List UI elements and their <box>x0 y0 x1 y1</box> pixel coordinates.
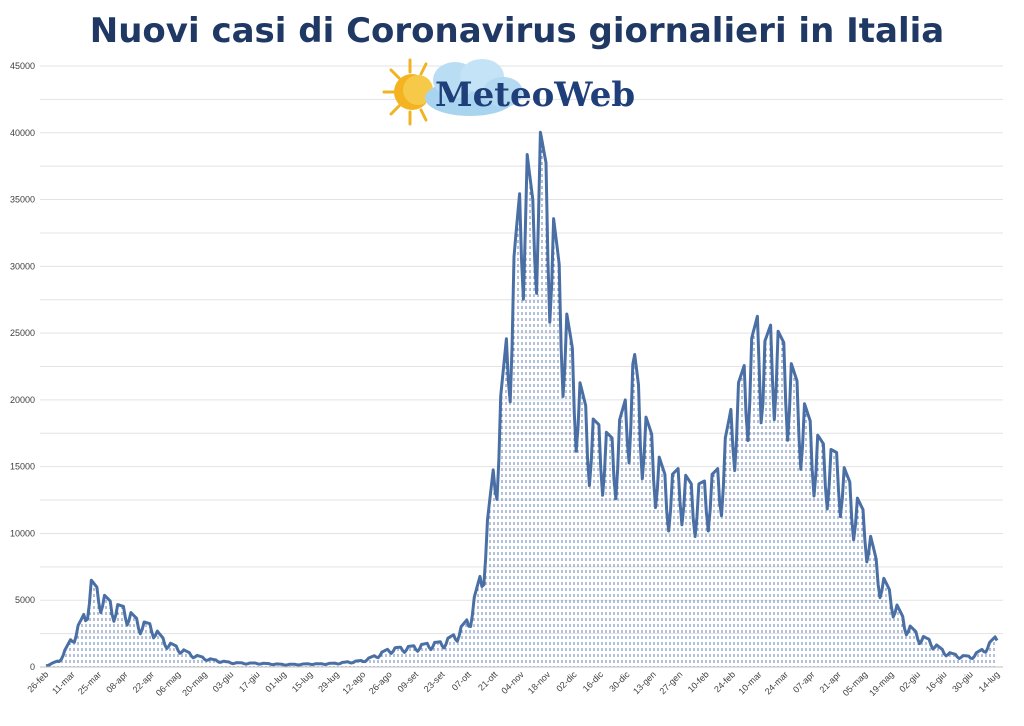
y-tick-label: 35000 <box>10 195 35 205</box>
y-tick-label: 30000 <box>10 261 35 271</box>
y-tick-label: 10000 <box>10 528 35 538</box>
area-fill <box>46 132 997 667</box>
series-line <box>45 130 999 668</box>
y-tick-label: 45000 <box>10 61 35 71</box>
cloud-icon <box>425 59 523 116</box>
y-tick-label: 20000 <box>10 395 35 405</box>
chart-title: Nuovi casi di Coronavirus giornalieri in… <box>90 11 944 51</box>
y-tick-label: 5000 <box>15 595 35 605</box>
y-axis: 0 5000 10000 15000 20000 25000 30000 35000 40000… <box>10 61 35 672</box>
logo-text: MeteoWeb <box>435 75 635 115</box>
y-tick-label: 0 <box>30 662 35 672</box>
sun-icon <box>382 58 433 126</box>
logo: MeteoWeb <box>382 58 635 126</box>
y-tick-label: 15000 <box>10 462 35 472</box>
y-tick-label: 25000 <box>10 328 35 338</box>
y-tick-label: 40000 <box>10 128 35 138</box>
